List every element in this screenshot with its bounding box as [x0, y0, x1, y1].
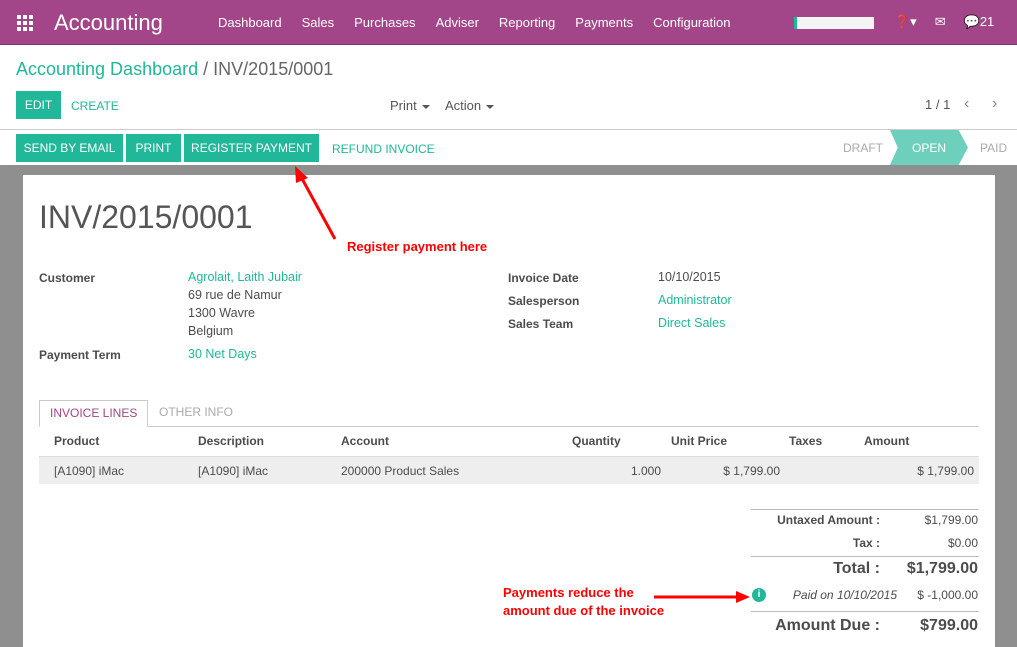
payments-annotation-line: amount due of the invoice: [503, 603, 665, 618]
notebook-tabs: INVOICE LINES OTHER INFO: [39, 400, 979, 427]
table-row[interactable]: [39, 456, 979, 484]
divider: [0, 129, 1017, 130]
invoice-date-label: Invoice Date: [508, 271, 579, 285]
col-amount: Amount: [864, 434, 910, 448]
app-title: Accounting: [54, 10, 163, 35]
chevron-left-icon[interactable]: ‹: [964, 95, 970, 112]
cell-quantity: 1.000: [630, 464, 661, 478]
sales-team-label: Sales Team: [508, 317, 574, 331]
status-paid[interactable]: PAID: [980, 140, 1008, 155]
help-icon[interactable]: ❓▾: [894, 14, 917, 29]
refund-invoice-button[interactable]: REFUND INVOICE: [332, 142, 435, 156]
col-taxes: Taxes: [789, 434, 823, 448]
chat-icon: 💬: [963, 14, 980, 29]
chevron-right-icon[interactable]: ›: [992, 95, 998, 112]
caret-down-icon: [486, 104, 495, 109]
messages-count: 21: [979, 14, 995, 29]
col-quantity: Quantity: [572, 434, 621, 448]
tab-other-info[interactable]: OTHER INFO: [159, 405, 233, 419]
payment-term-label: Payment Term: [39, 348, 121, 362]
mail-icon[interactable]: ✉: [934, 14, 946, 29]
breadcrumb-current: INV/2015/0001: [213, 59, 334, 79]
customer-link[interactable]: Agrolait, Laith Jubair: [188, 270, 302, 284]
action-label: Action: [445, 98, 482, 113]
status-draft[interactable]: DRAFT: [843, 140, 883, 155]
tax-label: Tax :: [852, 536, 880, 550]
payment-term-link[interactable]: 30 Net Days: [188, 347, 257, 361]
menu-reporting[interactable]: Reporting: [498, 15, 556, 30]
salesperson-label: Salesperson: [508, 294, 580, 308]
amount-due-label: Amount Due :: [775, 617, 880, 634]
invoice-number: INV/2015/0001: [39, 199, 253, 235]
search-input[interactable]: [794, 17, 874, 29]
tax-amount: $0.00: [947, 536, 978, 550]
invoice-sheet: INV/2015/0001 Customer Agrolait, Laith J…: [23, 175, 995, 647]
cell-description: [A1090] iMac: [198, 464, 269, 478]
amount-due: $799.00: [920, 617, 978, 634]
print-dropdown[interactable]: Print: [390, 98, 430, 113]
info-icon[interactable]: i: [752, 588, 766, 602]
cell-unit-price: $ 1,799.00: [723, 464, 780, 478]
col-product: Product: [54, 434, 100, 448]
divider: [751, 611, 979, 612]
caret-down-icon: [421, 104, 430, 109]
address-line: 69 rue de Namur: [188, 288, 282, 302]
menu-adviser[interactable]: Adviser: [435, 15, 479, 30]
address-line: Belgium: [188, 324, 234, 338]
create-button[interactable]: CREATE: [71, 99, 119, 113]
untaxed-amount: $1,799.00: [924, 513, 978, 527]
invoice-date: 10/10/2015: [658, 270, 721, 284]
menu-sales[interactable]: Sales: [301, 15, 335, 30]
col-account: Account: [341, 434, 389, 448]
menu-configuration[interactable]: Configuration: [653, 15, 731, 30]
menu-dashboard[interactable]: Dashboard: [218, 15, 282, 30]
cell-product: [A1090] iMac: [54, 464, 125, 478]
breadcrumb: Accounting Dashboard / INV/2015/0001: [16, 59, 333, 80]
total-amount: $1,799.00: [906, 560, 978, 577]
send-by-email-button[interactable]: SEND BY EMAIL: [16, 134, 123, 162]
print-button[interactable]: PRINT: [126, 134, 181, 162]
col-description: Description: [198, 434, 265, 448]
apps-grid-icon[interactable]: [17, 15, 33, 31]
top-navbar: Accounting Dashboard Sales Purchases Adv…: [0, 0, 1017, 45]
divider: [751, 509, 979, 510]
cell-amount: $ 1,799.00: [917, 464, 974, 478]
payments-annotation-line: Payments reduce the: [503, 585, 634, 600]
register-payment-button[interactable]: REGISTER PAYMENT: [184, 134, 319, 162]
breadcrumb-separator: /: [203, 59, 209, 79]
action-dropdown[interactable]: Action: [445, 98, 495, 113]
total-label: Total :: [833, 560, 880, 577]
print-label: Print: [390, 98, 417, 113]
menu-purchases[interactable]: Purchases: [354, 15, 416, 30]
chat-button[interactable]: 💬21: [964, 14, 995, 30]
register-annotation: Register payment here: [347, 239, 488, 254]
customer-label: Customer: [39, 271, 96, 285]
tab-invoice-lines[interactable]: INVOICE LINES: [39, 400, 149, 427]
sales-team-link[interactable]: Direct Sales: [658, 316, 726, 330]
payment-amount: $ -1,000.00: [917, 588, 978, 602]
pager: 1 / 1: [925, 97, 951, 112]
edit-button[interactable]: EDIT: [16, 91, 61, 119]
payment-label: Paid on 10/10/2015: [792, 588, 897, 602]
main-menu: Dashboard Sales Purchases Adviser Report…: [218, 15, 750, 30]
divider: [751, 556, 979, 557]
col-unit-price: Unit Price: [671, 434, 728, 448]
status-open[interactable]: OPEN: [890, 130, 968, 165]
cell-account: 200000 Product Sales: [341, 464, 460, 478]
untaxed-label: Untaxed Amount :: [777, 513, 880, 527]
menu-payments[interactable]: Payments: [575, 15, 634, 30]
salesperson-link[interactable]: Administrator: [658, 293, 732, 307]
address-line: 1300 Wavre: [188, 306, 255, 320]
breadcrumb-parent[interactable]: Accounting Dashboard: [16, 59, 199, 79]
